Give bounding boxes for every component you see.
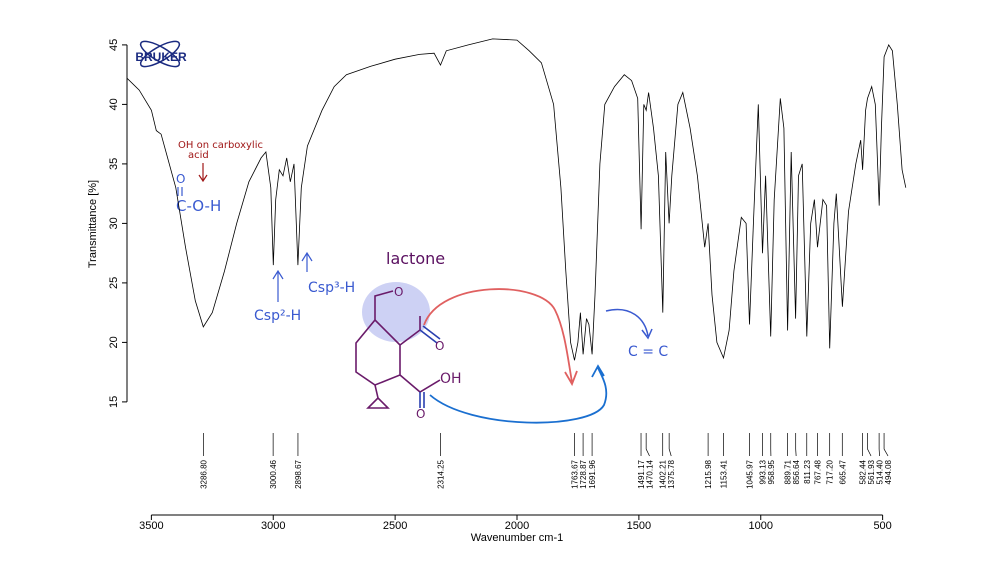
spectrum-line xyxy=(127,39,906,360)
peak-label: 2314.25 xyxy=(436,459,445,488)
x-tick-label: 2000 xyxy=(505,520,529,532)
annotation: C-O-H xyxy=(176,197,221,215)
peak-label: 665.47 xyxy=(838,459,847,484)
annotation: C = C xyxy=(628,344,668,360)
atom-label: O xyxy=(435,339,444,353)
x-tick-label: 500 xyxy=(873,520,891,532)
peak-label: 958.95 xyxy=(767,459,776,484)
y-tick-label: 40 xyxy=(108,98,120,110)
peak-label: 767.48 xyxy=(813,459,822,484)
y-tick-label: 30 xyxy=(108,217,120,229)
x-tick-label: 3500 xyxy=(139,520,163,532)
x-tick-label: 1000 xyxy=(749,520,773,532)
peak-marker xyxy=(646,433,649,456)
peak-label: 3286.80 xyxy=(199,459,208,488)
logo: BRUKER xyxy=(135,37,187,71)
y-tick-label: 25 xyxy=(108,277,120,289)
x-tick-label: 2500 xyxy=(383,520,407,532)
peak-label: 1691.96 xyxy=(588,459,597,488)
peak-marker xyxy=(669,433,671,456)
annotation: lactone xyxy=(386,249,445,268)
peak-label: 1375.78 xyxy=(667,459,676,488)
peak-label: 856.64 xyxy=(792,459,801,484)
annotation: Csp²-H xyxy=(254,308,301,324)
annotation: O xyxy=(176,172,185,186)
atom-label: O xyxy=(416,407,425,421)
peak-label: 3000.46 xyxy=(269,459,278,488)
peak-marker xyxy=(884,433,888,456)
annotation: Csp³-H xyxy=(308,280,355,296)
y-tick-label: 45 xyxy=(108,39,120,51)
y-tick-label: 20 xyxy=(108,336,120,348)
annotation: acid xyxy=(188,150,209,161)
y-tick-label: 15 xyxy=(108,396,120,408)
y-axis-label: Transmittance [%] xyxy=(87,180,99,268)
peak-label: 811.23 xyxy=(803,459,812,483)
atom-label: OH xyxy=(440,371,462,387)
peak-marker xyxy=(868,433,872,456)
y-tick-label: 35 xyxy=(108,158,120,170)
peak-label: 717.20 xyxy=(826,459,835,484)
x-axis-label: Wavenumber cm-1 xyxy=(471,532,564,544)
peak-label: 1728.87 xyxy=(579,459,588,488)
peak-label: 1215.98 xyxy=(704,459,713,488)
atom-label: O xyxy=(394,285,403,299)
peak-label: 1470.14 xyxy=(646,459,655,488)
annotation-arrow xyxy=(273,271,283,302)
peak-label: 1153.41 xyxy=(719,459,728,488)
annotation-arrow xyxy=(199,163,207,181)
peak-label: 494.08 xyxy=(884,459,893,484)
double-bond xyxy=(178,187,182,196)
peak-label: 1045.97 xyxy=(746,459,755,488)
x-tick-label: 3000 xyxy=(261,520,285,532)
logo-text: BRUKER xyxy=(135,50,187,64)
peak-label: 2898.67 xyxy=(294,459,303,488)
x-tick-label: 1500 xyxy=(627,520,651,532)
annotation-arrow xyxy=(424,289,577,384)
annotation-arrow xyxy=(302,253,312,272)
annotation-arrow xyxy=(606,310,652,338)
molecule: O O OH O xyxy=(356,282,462,421)
